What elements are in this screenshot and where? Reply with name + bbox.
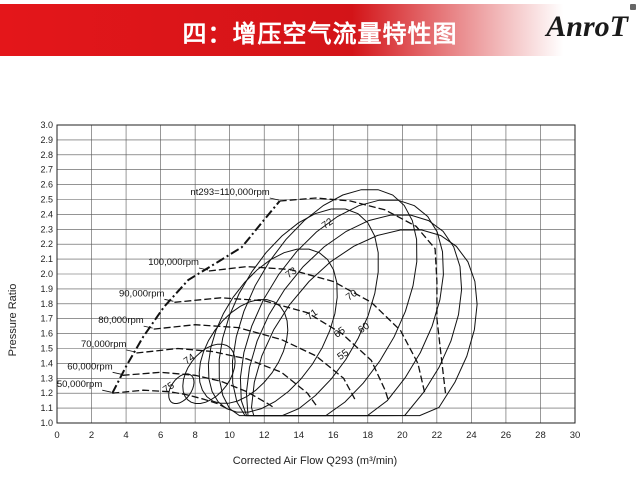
y-tick-label: 1.5 xyxy=(40,344,53,354)
grid xyxy=(56,124,576,424)
efficiency-contour xyxy=(218,208,379,417)
slide-header: 四：增压空气流量特性图 AnroT xyxy=(0,0,640,58)
slide-title: 四：增压空气流量特性图 xyxy=(182,20,458,48)
x-tick-label: 22 xyxy=(432,430,443,441)
x-tick-label: 12 xyxy=(259,430,270,441)
y-tick-label: 2.4 xyxy=(40,209,53,219)
speed-line-label: 80,000rpm xyxy=(98,315,144,326)
y-tick-label: 2.8 xyxy=(40,150,53,160)
y-tick-label: 1.9 xyxy=(40,284,53,294)
compressor-map-chart: 75 74 73 72 71 70 65 60 55 50,000rpm 60,000rpm 70,… xyxy=(0,105,640,481)
x-tick-label: 16 xyxy=(328,430,339,441)
speed-line-label: 50,000rpm xyxy=(57,379,103,390)
surge-line-path xyxy=(111,200,281,394)
speed-line xyxy=(153,324,357,402)
efficiency-contour xyxy=(245,214,463,417)
x-tick-label: 14 xyxy=(293,430,304,441)
y-tick-label: 2.2 xyxy=(40,239,53,249)
efficiency-label: 55 xyxy=(336,347,352,363)
y-tick-label: 2.0 xyxy=(40,269,53,279)
x-tick-label: 20 xyxy=(397,430,408,441)
y-tick-label: 2.3 xyxy=(40,224,53,234)
efficiency-contour xyxy=(207,248,338,413)
y-tick-label: 2.1 xyxy=(40,254,53,264)
speed-line xyxy=(279,197,447,394)
efficiency-contour xyxy=(250,229,478,417)
speed-line xyxy=(112,389,227,409)
speed-line xyxy=(174,297,390,401)
y-tick-label: 2.5 xyxy=(40,195,53,205)
x-tick-label: 4 xyxy=(123,430,128,441)
y-tick-label: 1.6 xyxy=(40,329,53,339)
x-tick-label: 10 xyxy=(224,430,235,441)
speed-label-leader xyxy=(143,325,153,329)
speed-lines xyxy=(112,197,447,409)
axis-ticks: 0 2 4 6 8 10 12 14 16 18 20 22 24 26 28 301.01.11.21.31… xyxy=(40,120,580,441)
x-tick-label: 8 xyxy=(192,430,197,441)
y-tick-label: 1.8 xyxy=(40,299,53,309)
speed-label-leader xyxy=(102,389,112,393)
speed-line xyxy=(136,347,317,406)
y-tick-label: 1.4 xyxy=(40,358,53,368)
x-axis-label: Corrected Air Flow Q293 (m³/min) xyxy=(233,455,397,467)
speed-label-leader xyxy=(198,267,209,271)
speed-line-label: 100,000rpm xyxy=(148,257,199,268)
efficiency-label: 73 xyxy=(284,265,300,281)
y-tick-label: 1.1 xyxy=(40,403,53,413)
x-tick-label: 26 xyxy=(501,430,512,441)
speed-label-leader xyxy=(164,298,174,302)
y-tick-label: 2.6 xyxy=(40,180,53,190)
speed-line-label: 60,000rpm xyxy=(67,361,113,372)
efficiency-contour xyxy=(239,199,444,417)
brand-logo: AnroT xyxy=(546,10,628,43)
efficiency-contour xyxy=(168,373,195,404)
x-tick-label: 0 xyxy=(54,430,59,441)
speed-label-leader xyxy=(269,197,279,201)
y-tick-label: 1.0 xyxy=(40,418,53,428)
y-axis-label: Pressure Ratio xyxy=(7,284,19,357)
x-tick-label: 24 xyxy=(466,430,477,441)
header-bar xyxy=(0,4,640,56)
x-tick-label: 2 xyxy=(89,430,94,441)
y-tick-label: 1.3 xyxy=(40,373,53,383)
speed-line xyxy=(208,265,426,394)
x-tick-label: 30 xyxy=(570,430,581,441)
x-tick-label: 6 xyxy=(158,430,163,441)
speed-line-label: nt293=110,000rpm xyxy=(190,187,269,198)
x-tick-label: 28 xyxy=(535,430,546,441)
y-tick-label: 1.7 xyxy=(40,314,53,324)
speed-label-leader xyxy=(112,371,122,375)
x-tick-label: 18 xyxy=(363,430,374,441)
speed-line-label: 70,000rpm xyxy=(81,339,127,350)
y-tick-label: 1.2 xyxy=(40,388,53,398)
speed-line xyxy=(122,371,275,409)
y-tick-label: 2.7 xyxy=(40,165,53,175)
y-tick-label: 3.0 xyxy=(40,120,53,130)
surge-line xyxy=(111,200,281,394)
y-tick-label: 2.9 xyxy=(40,135,53,145)
efficiency-label: 71 xyxy=(305,307,321,323)
speed-line-labels: 50,000rpm 60,000rpm 70,000rpm 80,000rpm 90,0… xyxy=(57,187,279,393)
speed-label-leader xyxy=(126,349,136,353)
corner-mark-icon xyxy=(630,4,636,10)
plot-frame xyxy=(56,124,576,424)
speed-line-label: 90,000rpm xyxy=(119,288,165,299)
